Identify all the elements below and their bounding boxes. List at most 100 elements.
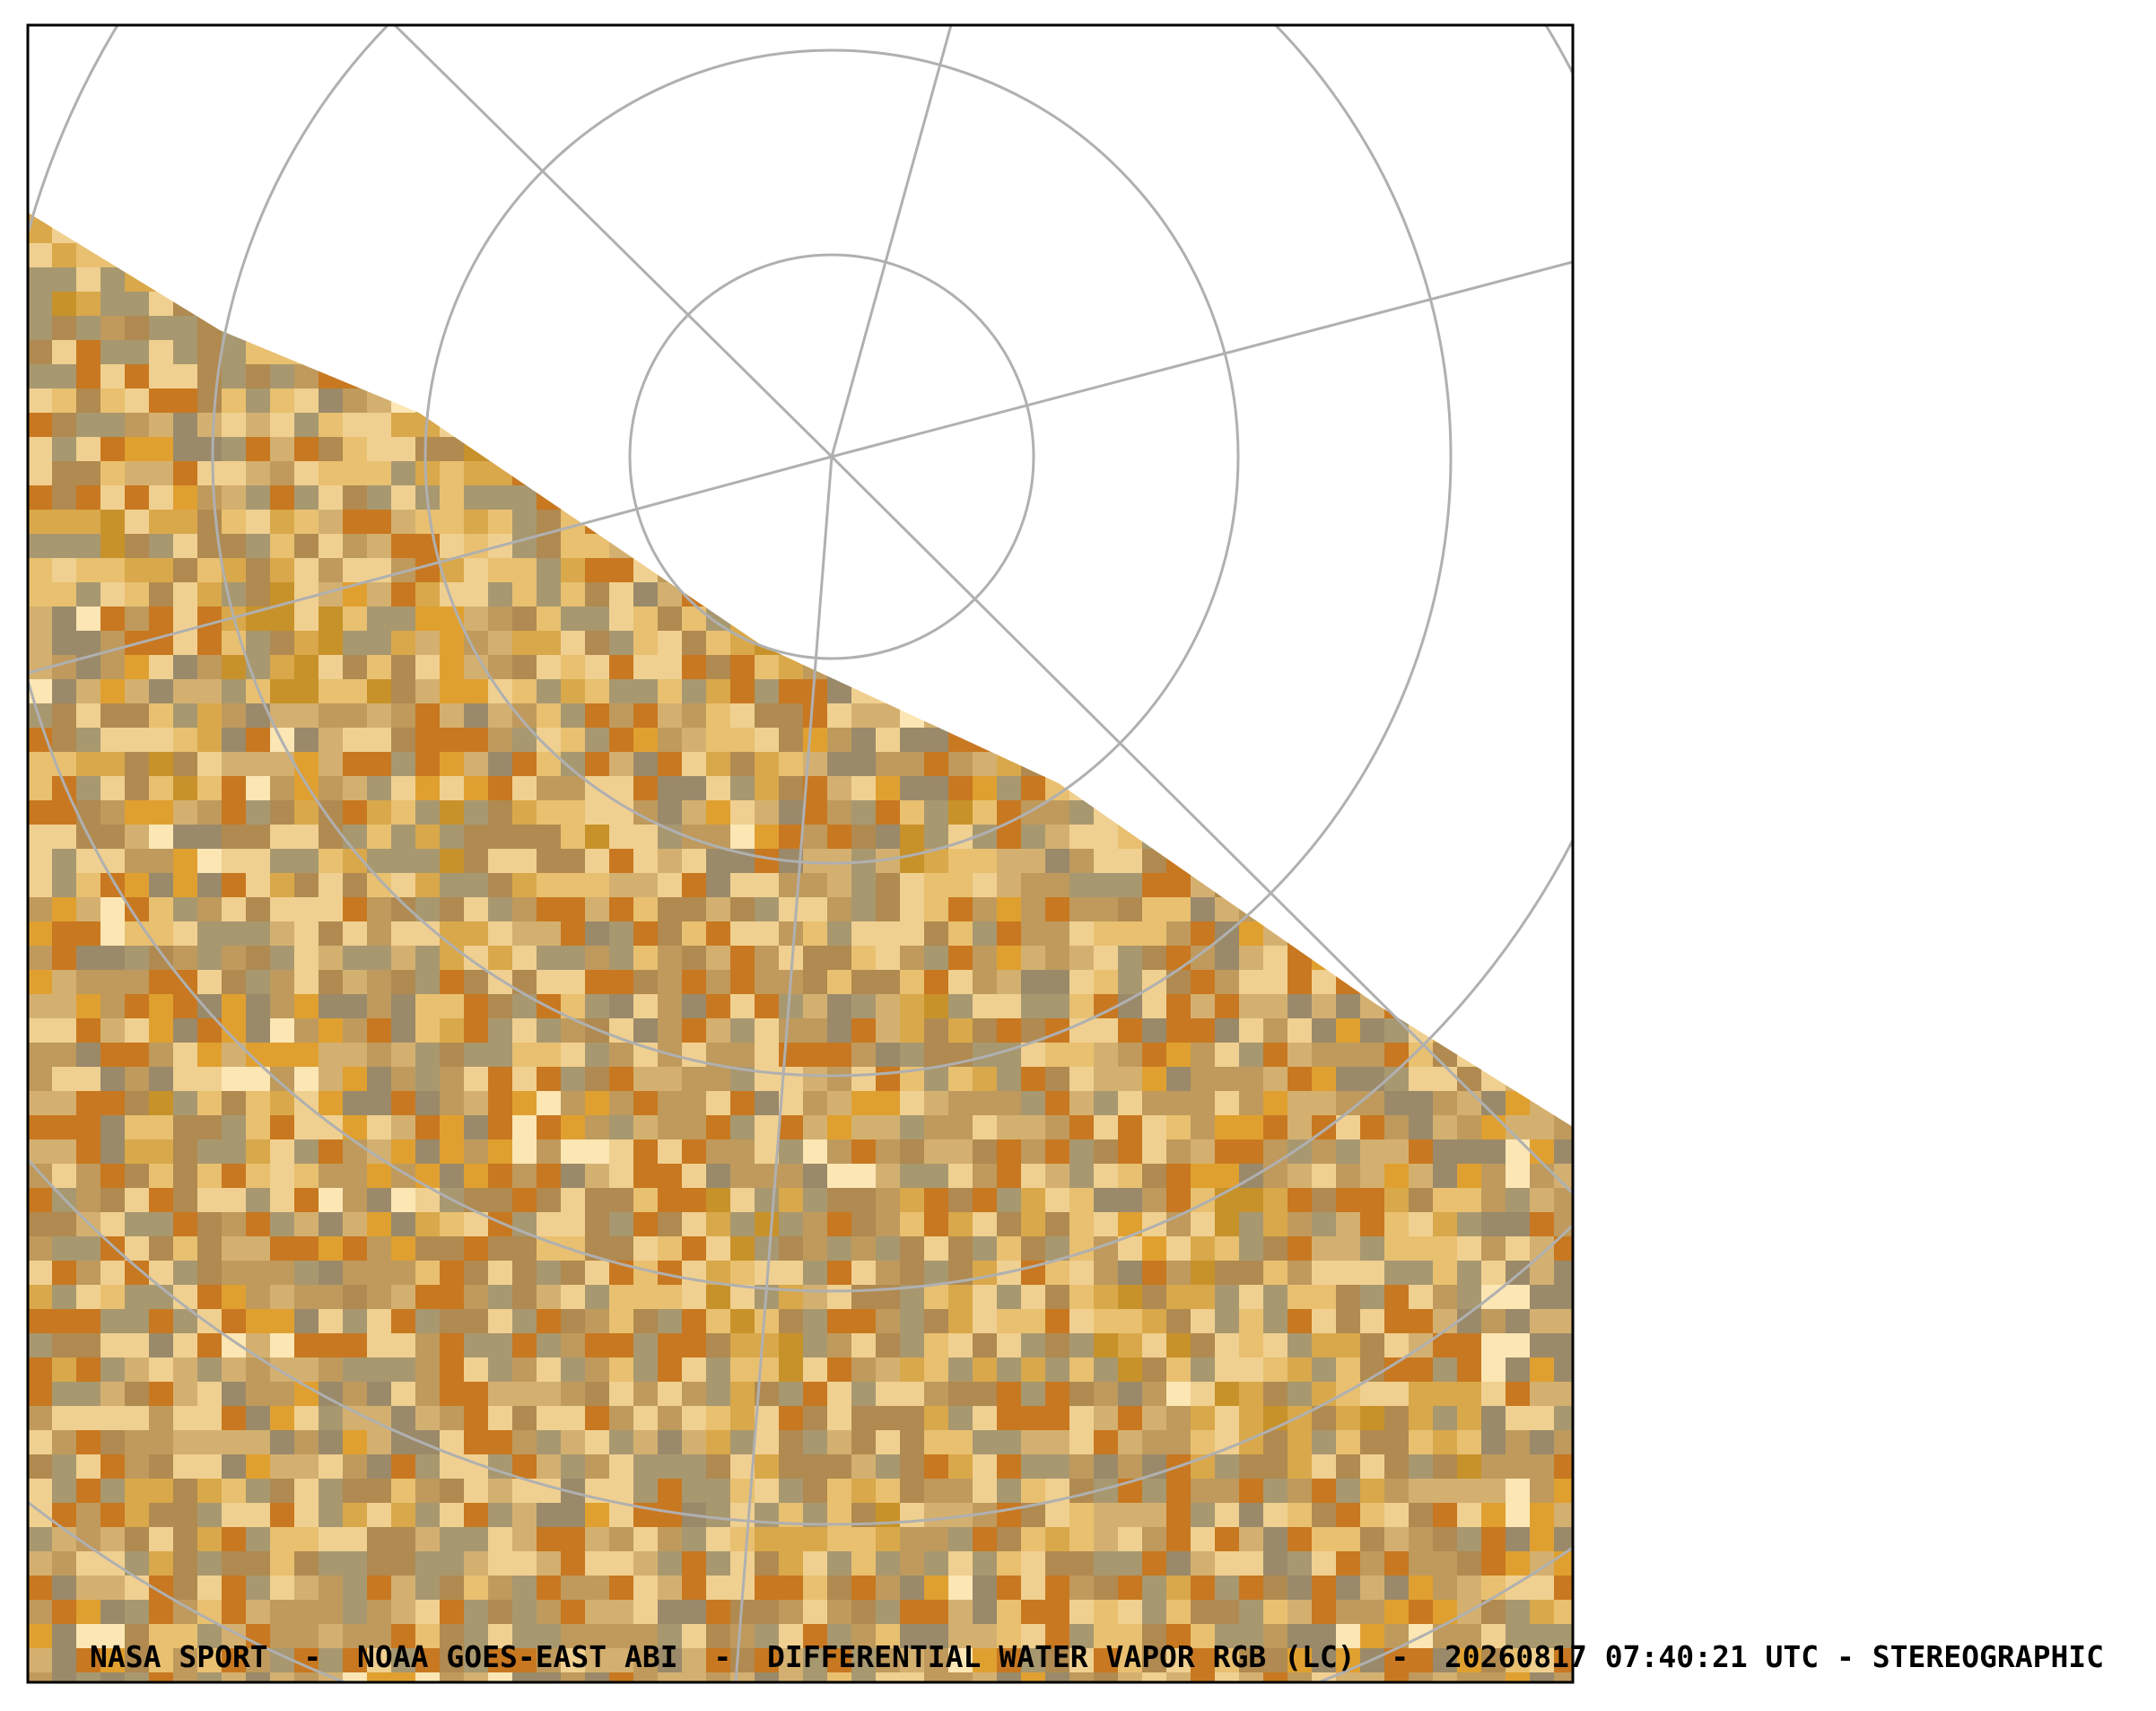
- pixel-cell: [197, 1624, 223, 1649]
- pixel-cell: [1457, 1139, 1482, 1165]
- pixel-cell: [924, 1333, 949, 1358]
- pixel-cell: [1360, 1309, 1385, 1334]
- pixel-cell: [270, 1285, 295, 1310]
- pixel-cell: [343, 1236, 368, 1261]
- pixel-cell: [367, 1309, 392, 1334]
- pixel-cell: [851, 1600, 877, 1625]
- pixel-cell: [973, 1454, 998, 1480]
- pixel-cell: [1384, 1672, 1410, 1682]
- pixel-cell: [851, 1672, 877, 1682]
- pixel-cell: [1360, 1067, 1385, 1092]
- pixel-cell: [609, 1600, 634, 1625]
- pixel-cell: [391, 1576, 416, 1601]
- pixel-cell: [28, 1309, 53, 1334]
- pixel-cell: [1530, 1503, 1555, 1528]
- pixel-cell: [76, 340, 101, 365]
- pixel-cell: [197, 388, 223, 414]
- pixel-cell: [1263, 1188, 1288, 1213]
- pixel-cell: [1239, 1188, 1264, 1213]
- pixel-cell: [52, 776, 77, 801]
- pixel-cell: [1069, 1503, 1095, 1528]
- pixel-cell: [561, 1091, 586, 1116]
- pixel-cell: [294, 485, 319, 511]
- latitude-circle: [28, 25, 1573, 1293]
- pixel-cell: [52, 1139, 77, 1165]
- pixel-cell: [343, 631, 368, 656]
- pixel-cell: [149, 1043, 174, 1068]
- pixel-cell: [415, 1648, 441, 1673]
- pixel-cell: [851, 1479, 877, 1504]
- pixel-cell: [779, 1261, 804, 1286]
- pixel-cell: [197, 1576, 223, 1601]
- pixel-cell: [319, 1067, 344, 1092]
- pixel-cell: [779, 1115, 804, 1140]
- pixel-cell: [76, 316, 101, 341]
- pixel-cell: [125, 1309, 150, 1334]
- pixel-cell: [1287, 1333, 1313, 1358]
- pixel-cell: [197, 703, 223, 729]
- pixel-cell: [270, 558, 295, 583]
- pixel-cell: [1312, 1091, 1337, 1116]
- pixel-cell: [173, 631, 198, 656]
- pixel-cell: [294, 1067, 319, 1092]
- pixel-cell: [682, 800, 707, 825]
- pixel-cell: [1191, 1115, 1216, 1140]
- pixel-cell: [658, 776, 683, 801]
- pixel-cell: [1215, 1091, 1240, 1116]
- pixel-cell: [827, 825, 852, 850]
- pixel-cell: [997, 1333, 1022, 1358]
- pixel-cell: [367, 970, 392, 995]
- pixel-cell: [803, 1527, 828, 1552]
- pixel-cell: [415, 607, 441, 632]
- pixel-cell: [1287, 1672, 1313, 1682]
- pixel-cell: [1457, 1164, 1482, 1189]
- pixel-cell: [876, 970, 901, 995]
- pixel-cell: [415, 776, 441, 801]
- pixel-cell: [415, 1043, 441, 1068]
- pixel-cell: [997, 1091, 1022, 1116]
- pixel-cell: [222, 728, 247, 753]
- pixel-cell: [1021, 1043, 1046, 1068]
- pixel-cell: [537, 679, 562, 704]
- pixel-cell: [1409, 1382, 1434, 1407]
- pixel-cell: [1287, 1503, 1313, 1528]
- pixel-cell: [149, 510, 174, 535]
- pixel-cell: [294, 461, 319, 486]
- pixel-cell: [1021, 921, 1046, 947]
- pixel-cell: [537, 1043, 562, 1068]
- pixel-cell: [633, 825, 659, 850]
- pixel-cell: [173, 1091, 198, 1116]
- pixel-cell: [948, 1164, 973, 1189]
- pixel-cell: [1045, 1527, 1070, 1552]
- pixel-cell: [1118, 1672, 1143, 1682]
- pixel-cell: [270, 1624, 295, 1649]
- pixel-cell: [52, 1333, 77, 1358]
- pixel-cell: [270, 1479, 295, 1504]
- pixel-cell: [28, 1115, 53, 1140]
- pixel-cell: [537, 558, 562, 583]
- pixel-cell: [1045, 1333, 1070, 1358]
- pixel-cell: [1045, 921, 1070, 947]
- pixel-cell: [1384, 1551, 1410, 1576]
- pixel-cell: [924, 897, 949, 922]
- pixel-cell: [222, 510, 247, 535]
- pixel-cell: [76, 1043, 101, 1068]
- pixel-cell: [488, 1624, 513, 1649]
- pixel-cell: [488, 1018, 513, 1043]
- pixel-cell: [827, 1454, 852, 1480]
- pixel-cell: [537, 1479, 562, 1504]
- pixel-cell: [270, 388, 295, 414]
- pixel-cell: [682, 752, 707, 777]
- pixel-cell: [1263, 1430, 1288, 1455]
- pixel-cell: [1457, 1576, 1482, 1601]
- pixel-cell: [997, 1139, 1022, 1165]
- pixel-cell: [1457, 1067, 1482, 1092]
- pixel-cell: [1263, 1624, 1288, 1649]
- pixel-cell: [76, 897, 101, 922]
- pixel-cell: [561, 728, 586, 753]
- pixel-cell: [464, 582, 489, 607]
- pixel-cell: [1045, 1115, 1070, 1140]
- pixel-cell: [633, 1624, 659, 1649]
- pixel-cell: [851, 873, 877, 898]
- pixel-cell: [246, 776, 271, 801]
